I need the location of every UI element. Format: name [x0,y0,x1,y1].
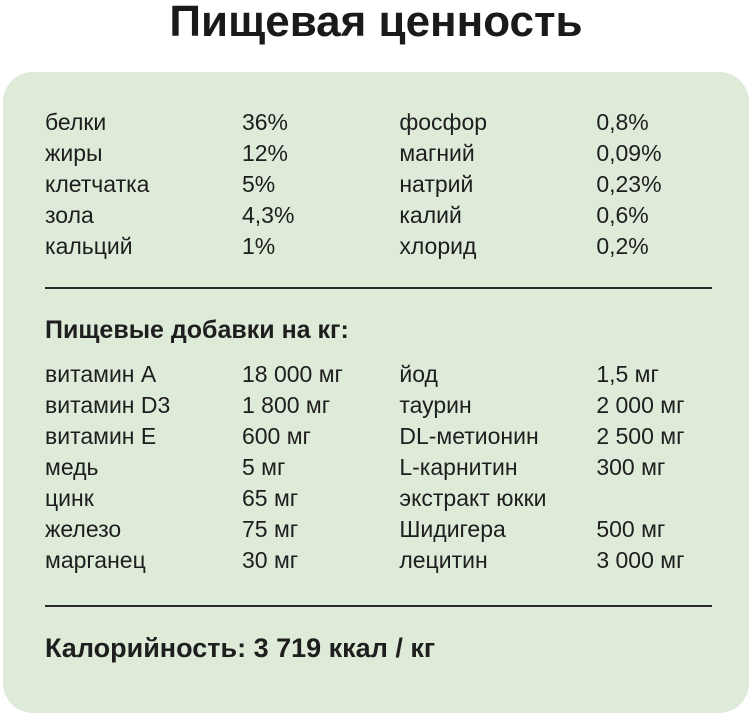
label: экстракт юкки [399,485,547,511]
value: 0,6% [596,202,649,228]
divider [45,605,712,607]
label: зола [45,202,94,228]
divider [45,287,712,289]
value: 30 мг [241,547,299,573]
value: 75 мг [241,516,299,542]
additives-table: витамин А 18 000 мг йод 1,5 мг витамин D3 1 8… [45,359,725,576]
label: железо [45,516,122,542]
value: 12% [241,140,289,166]
value: 5 мг [241,454,286,480]
label: витамин А [45,361,157,387]
label: натрий [399,171,474,197]
label: DL-метионин [399,423,539,449]
label: L-карнитин [399,454,518,480]
value: 0,09% [596,140,662,166]
table-row: кальций 1% хлорид 0,2% [45,231,725,262]
value: 1 800 мг [241,392,331,418]
label: витамин Е [45,423,157,449]
label: хлорид [399,233,477,259]
label: фосфор [399,109,488,135]
table-row: витамин А 18 000 мг йод 1,5 мг [45,359,725,390]
label: йод [399,361,438,387]
table-row: жиры 12% магний 0,09% [45,138,725,169]
calories: Калорийность: 3 719 ккал / кг [45,633,436,663]
additives-heading: Пищевые добавки на кг: [45,316,349,344]
page-title: Пищевая ценность [169,0,583,46]
table-row: медь 5 мг L-карнитин 300 мг [45,452,725,483]
label: жиры [45,140,103,166]
table-row: зола 4,3% калий 0,6% [45,200,725,231]
table-row: белки 36% фосфор 0,8% [45,107,725,138]
value: 1% [241,233,276,259]
label: витамин D3 [45,392,171,418]
label: магний [399,140,475,166]
value: 65 мг [241,485,299,511]
value: 3 000 мг [596,547,685,573]
label: клетчатка [45,171,150,197]
label: калий [399,202,462,228]
label: марганец [45,547,146,573]
label: цинк [45,485,94,511]
label: лецитин [399,547,488,573]
label: белки [45,109,107,135]
value: 600 мг [241,423,311,449]
label: медь [45,454,99,480]
value: 2 500 мг [596,423,685,449]
label: Шидигера [399,516,506,542]
value: 300 мг [596,454,666,480]
table-row: клетчатка 5% натрий 0,23% [45,169,725,200]
value: 500 мг [596,516,666,542]
table-row: витамин D3 1 800 мг таурин 2 000 мг [45,390,725,421]
value: 0,8% [596,109,649,135]
value: 18 000 мг [241,361,343,387]
value: 0,2% [596,233,649,259]
value: 5% [241,171,276,197]
table-row: железо 75 мг Шидигера 500 мг [45,514,725,545]
value: 2 000 мг [596,392,685,418]
value: 1,5 мг [596,361,659,387]
table-row: цинк 65 мг экстракт юкки [45,483,725,514]
label: кальций [45,233,133,259]
table-row: марганец 30 мг лецитин 3 000 мг [45,545,725,576]
value: 4,3% [241,202,295,228]
value [596,483,725,514]
value: 36% [241,109,289,135]
value: 0,23% [596,171,662,197]
table-row: витамин Е 600 мг DL-метионин 2 500 мг [45,421,725,452]
label: таурин [399,392,472,418]
nutrients-table: белки 36% фосфор 0,8% жиры 12% магний 0,09% клет… [45,107,725,262]
